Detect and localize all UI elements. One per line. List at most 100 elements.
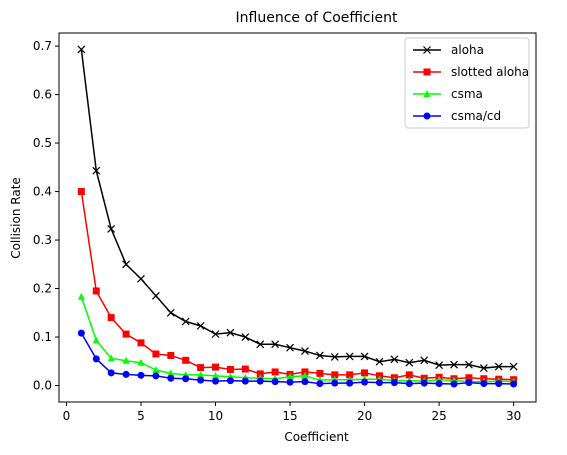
data-point (435, 361, 444, 370)
series-csma-cd (77, 329, 518, 388)
y-tick-label: 0.3 (33, 233, 52, 247)
data-point (405, 380, 413, 388)
data-point (271, 368, 279, 376)
data-point (301, 378, 309, 386)
data-point (197, 364, 205, 372)
data-point (226, 328, 235, 337)
data-point (182, 356, 190, 364)
data-point (122, 370, 130, 378)
data-point (197, 376, 205, 384)
data-point (197, 370, 205, 378)
data-point (212, 377, 220, 385)
legend-item: csma (413, 87, 483, 101)
legend-box (404, 37, 530, 129)
data-point (465, 379, 473, 387)
data-point (196, 321, 205, 330)
data-point (495, 380, 503, 388)
plot-area (77, 45, 518, 388)
data-point (122, 330, 130, 338)
legend-label: aloha (451, 43, 484, 57)
data-point (152, 350, 160, 358)
data-point (301, 371, 309, 379)
data-point (331, 371, 339, 379)
series-line (80, 296, 514, 383)
data-point (509, 362, 518, 371)
data-point (390, 355, 399, 364)
data-point (375, 357, 384, 366)
data-point (330, 352, 339, 361)
data-point (122, 260, 131, 269)
data-point (137, 274, 145, 283)
data-point (361, 369, 369, 377)
data-point (405, 358, 414, 367)
data-point (92, 355, 100, 363)
data-point (107, 314, 115, 322)
data-point (241, 377, 249, 385)
data-point (360, 352, 369, 361)
data-point (211, 330, 220, 339)
data-point (226, 377, 234, 385)
data-point (92, 287, 100, 295)
x-tick-label: 10 (208, 409, 223, 423)
y-tick-label: 0.0 (33, 379, 52, 393)
data-point (151, 291, 160, 300)
legend-label: csma/cd (451, 109, 501, 123)
y-tick-label: 0.2 (33, 282, 52, 296)
data-point (256, 340, 265, 349)
data-point (137, 358, 145, 366)
series-slotted-aloha (77, 188, 518, 384)
data-point (331, 379, 339, 387)
data-point (77, 188, 85, 196)
data-point (212, 371, 220, 379)
x-tick-label: 30 (506, 409, 521, 423)
data-point (241, 365, 249, 373)
legend: aloha slotted aloha csma csma/cd (404, 37, 530, 129)
data-point (480, 380, 488, 388)
data-point (316, 369, 324, 377)
data-point (346, 379, 354, 387)
x-axis: 0 5 10 15 20 25 30 (63, 402, 521, 423)
legend-item: slotted aloha (413, 65, 529, 79)
y-tick-label: 0.6 (33, 88, 52, 102)
data-point (92, 336, 100, 344)
data-point (181, 317, 190, 326)
x-tick-label: 5 (137, 409, 145, 423)
data-point (137, 371, 145, 379)
legend-marker (423, 112, 431, 120)
data-point (256, 370, 264, 378)
data-point (152, 365, 160, 373)
data-point (152, 372, 160, 380)
x-axis-label: Coefficient (284, 430, 349, 444)
y-tick-label: 0.5 (33, 136, 52, 150)
data-point (420, 356, 429, 365)
data-point (510, 380, 518, 388)
data-point (435, 380, 443, 388)
data-point (226, 366, 234, 374)
data-point (286, 378, 294, 386)
data-point (241, 333, 250, 341)
y-tick-label: 0.1 (33, 330, 52, 344)
data-point (345, 352, 354, 361)
plot-frame (58, 32, 537, 403)
legend-item: aloha (413, 43, 484, 57)
chart-title: Influence of Coefficient (236, 10, 398, 26)
data-point (182, 375, 190, 383)
x-tick-label: 20 (357, 409, 372, 423)
data-point (77, 292, 85, 300)
data-point (167, 351, 175, 359)
data-point (390, 379, 398, 387)
data-point (346, 371, 354, 379)
data-point (137, 339, 145, 347)
data-point (286, 343, 294, 352)
y-axis: 0.0 0.1 0.2 0.3 0.4 0.5 0.6 0.7 (33, 39, 59, 393)
data-point (77, 329, 85, 337)
data-point (450, 380, 458, 388)
series-csma (77, 292, 518, 385)
data-point (77, 45, 86, 54)
y-tick-label: 0.7 (33, 39, 52, 53)
data-point (405, 371, 413, 379)
data-point (122, 356, 130, 364)
x-tick-label: 0 (63, 409, 71, 423)
y-axis-label: Collision Rate (9, 177, 23, 259)
legend-marker (423, 68, 431, 76)
